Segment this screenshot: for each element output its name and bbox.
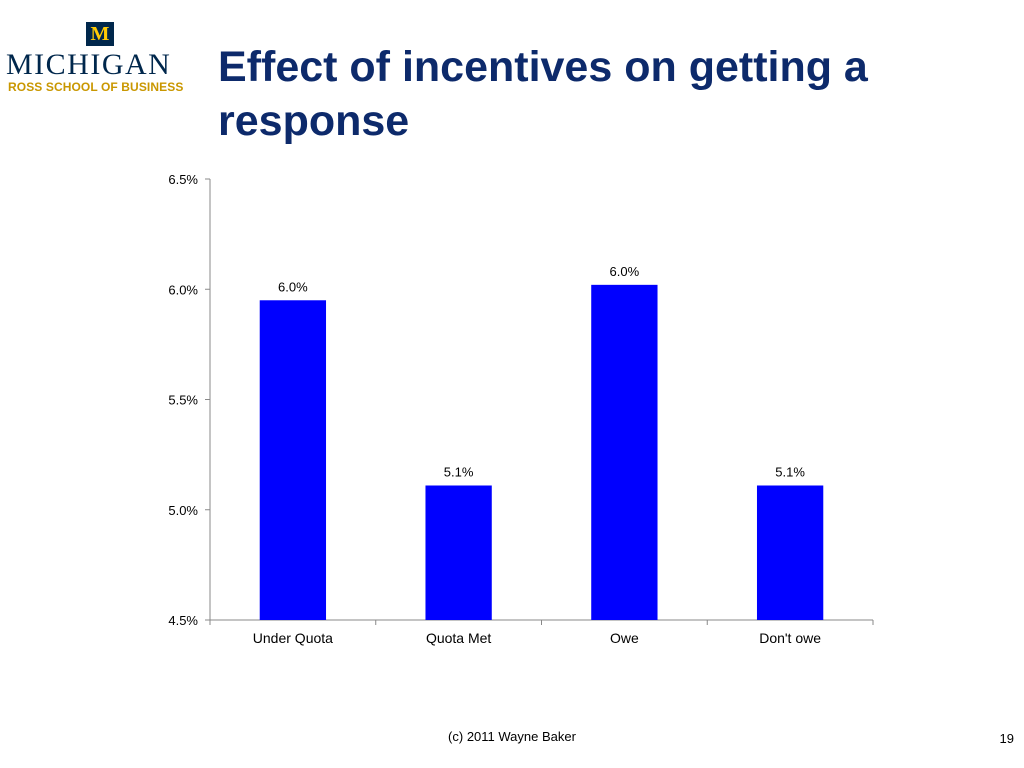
chart-labels: 4.5% 5.0% 5.5% 6.0% 6.5% 6.0% Under Quota 5.1% Q… [168, 172, 821, 646]
y-tick-label: 5.0% [168, 503, 198, 518]
chart-bars [259, 284, 824, 620]
x-tick-label: Under Quota [253, 630, 333, 646]
x-tick-label: Owe [610, 630, 639, 646]
michigan-ross-logo: M MICHIGAN ROSS SCHOOL OF BUSINESS [6, 22, 191, 96]
bar [756, 485, 824, 620]
logo-subtitle: ROSS SCHOOL OF BUSINESS [8, 80, 184, 94]
x-tick-label: Don't owe [759, 630, 821, 646]
x-tick-label: Quota Met [426, 630, 491, 646]
y-tick-label: 6.0% [168, 282, 198, 297]
y-tick-label: 5.5% [168, 393, 198, 408]
data-label: 6.0% [610, 264, 640, 279]
bar [259, 300, 327, 620]
bar [425, 485, 492, 620]
data-label: 6.0% [278, 279, 308, 294]
slide-title: Effect of incentives on getting a respon… [218, 43, 868, 145]
y-tick-label: 4.5% [168, 613, 198, 628]
logo-wordmark: MICHIGAN [6, 48, 172, 81]
data-label: 5.1% [444, 464, 474, 479]
block-m-letter: M [90, 23, 110, 45]
data-label: 5.1% [775, 464, 805, 479]
bar [591, 284, 658, 620]
footer-copyright: (c) 2011 Wayne Baker [448, 729, 576, 744]
block-m-emblem: M [86, 22, 114, 46]
page-number: 19 [999, 731, 1014, 746]
y-tick-label: 6.5% [168, 172, 198, 187]
